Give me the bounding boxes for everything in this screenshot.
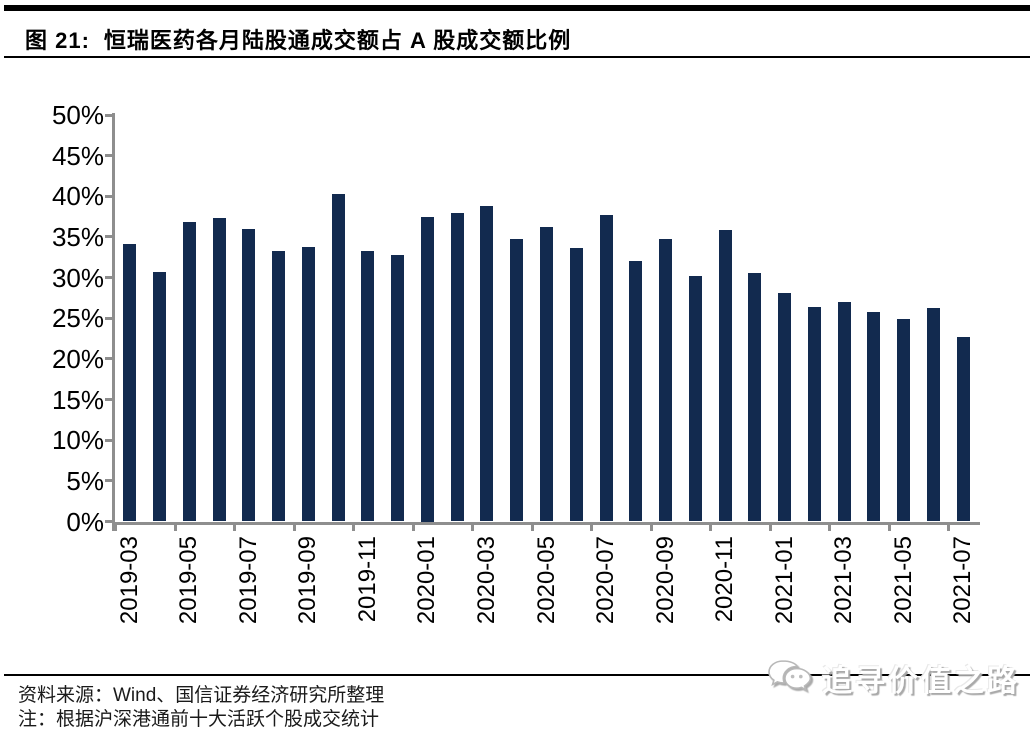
x-axis-label: 2019-11 (353, 536, 381, 623)
y-tick (105, 438, 113, 442)
watermark-text: 追寻价值之路 (822, 665, 1020, 698)
bar (480, 206, 494, 522)
x-tick (233, 521, 237, 531)
y-tick (105, 316, 113, 320)
x-axis-label: 2021-03 (830, 536, 858, 625)
x-axis-label: 2020-01 (413, 536, 441, 625)
y-axis-line (112, 113, 115, 531)
x-tick (114, 521, 117, 531)
x-axis-label: 2020-03 (472, 536, 500, 625)
y-axis-label: 35% (51, 221, 104, 252)
x-axis-label: 2019-07 (234, 536, 262, 625)
x-axis-label: 2019-09 (294, 536, 322, 625)
y-axis-label: 5% (66, 465, 104, 496)
footer-divider (4, 674, 1030, 676)
y-tick (105, 194, 113, 198)
x-tick (471, 521, 475, 531)
y-axis-label: 30% (51, 262, 104, 293)
bar (748, 272, 762, 522)
x-tick (173, 521, 177, 531)
x-tick (292, 521, 296, 531)
x-tick (828, 521, 832, 531)
y-tick (105, 520, 113, 523)
y-axis-label: 25% (51, 303, 104, 334)
y-axis-label: 10% (51, 425, 104, 456)
y-tick (105, 235, 113, 239)
y-axis-label: 15% (51, 384, 104, 415)
x-axis-label: 2021-05 (889, 536, 917, 625)
y-axis-label: 50% (51, 100, 104, 130)
bar (688, 275, 702, 522)
figure-title: 图 21: 恒瑞医药各月陆股通成交额占 A 股成交额比例 (25, 23, 571, 55)
bar (599, 214, 613, 522)
bar (629, 261, 643, 522)
bar (807, 306, 821, 522)
bar (123, 244, 137, 522)
bar (242, 228, 256, 522)
y-tick (105, 398, 113, 402)
x-tick (411, 521, 415, 531)
bar (659, 239, 673, 522)
bar (450, 212, 464, 522)
y-tick (105, 276, 113, 280)
source-text: 资料来源：Wind、国信证券经济研究所整理 (18, 685, 385, 706)
bar (926, 308, 940, 522)
bar (540, 227, 553, 522)
top-rule (4, 5, 1030, 11)
figure-title-text: 恒瑞医药各月陆股通成交额占 A 股成交额比例 (103, 28, 572, 53)
y-tick (105, 154, 113, 158)
y-tick (105, 479, 113, 483)
x-tick (530, 521, 534, 531)
figure-label: 图 21: (25, 28, 90, 53)
x-axis-label: 2019-05 (175, 536, 203, 625)
x-axis-label: 2020-07 (592, 536, 620, 625)
x-tick (352, 521, 356, 531)
x-tick (887, 521, 891, 531)
bar (420, 216, 434, 522)
bar (569, 247, 583, 522)
bar (182, 222, 196, 522)
bar (212, 218, 226, 522)
x-tick (590, 521, 594, 531)
bar (510, 239, 524, 522)
bar (718, 229, 732, 522)
watermark: 追寻价值之路 (766, 656, 1020, 700)
bar (272, 250, 286, 522)
x-tick (709, 521, 713, 531)
x-tick (768, 521, 772, 531)
y-axis-label: 20% (51, 343, 104, 374)
x-axis-label: 2020-09 (651, 536, 679, 625)
bar (837, 301, 851, 522)
x-axis-label: 2021-01 (770, 536, 798, 625)
x-axis-label: 2021-07 (949, 536, 977, 625)
x-tick (649, 521, 653, 531)
bar (778, 293, 792, 522)
note-text: 注：根据沪深港通前十大活跃个股成交统计 (18, 709, 380, 730)
y-axis-label: 40% (51, 181, 104, 212)
y-axis-label: 0% (66, 506, 104, 537)
bar (153, 271, 167, 522)
bar (391, 254, 405, 522)
bar (361, 250, 375, 522)
x-axis-label: 2019-03 (115, 536, 143, 625)
y-axis-label: 45% (51, 140, 104, 171)
bar (897, 319, 911, 522)
x-axis-label: 2020-05 (532, 536, 560, 625)
bar (331, 193, 345, 522)
title-divider (4, 56, 1030, 58)
x-axis-label: 2020-11 (711, 536, 739, 623)
y-tick (105, 113, 113, 117)
bar (956, 336, 970, 522)
bar (301, 246, 315, 522)
x-tick (947, 521, 951, 531)
y-tick (105, 357, 113, 361)
x-axis-line (112, 521, 980, 525)
wechat-icon (768, 660, 812, 692)
bar (867, 311, 881, 522)
